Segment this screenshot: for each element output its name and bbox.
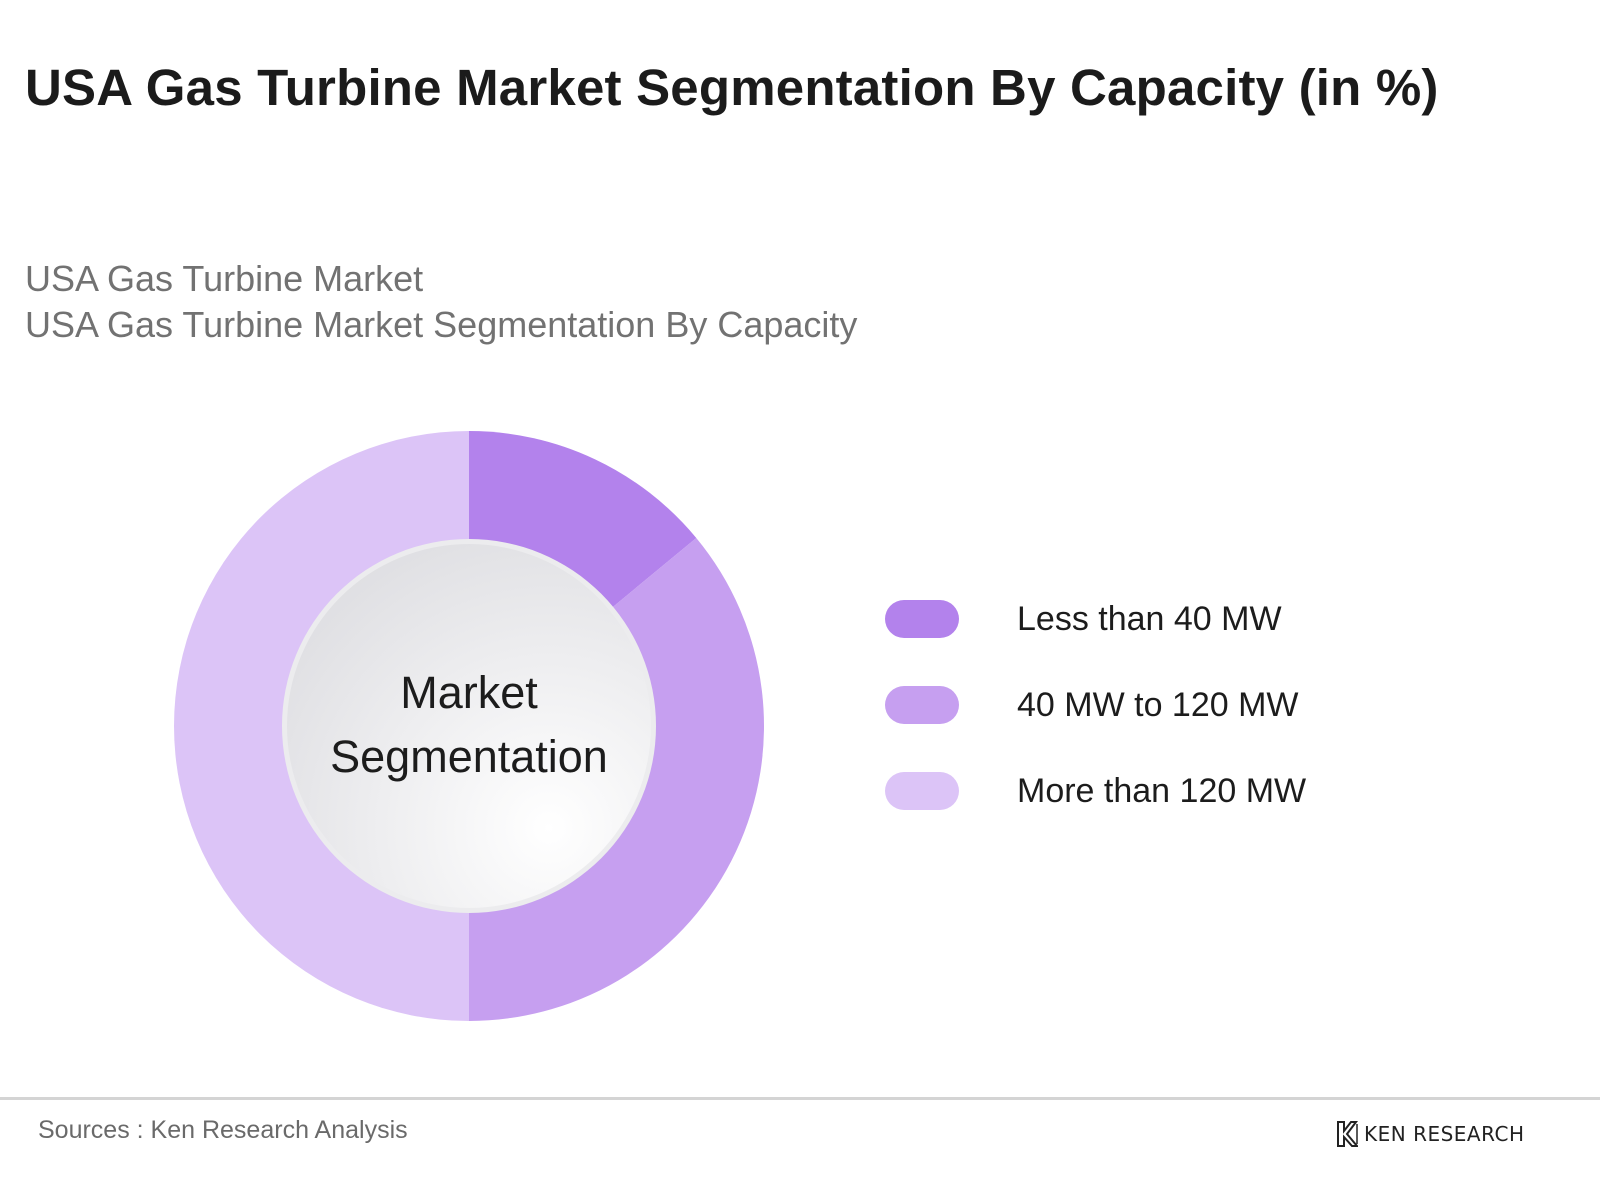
legend-label: Less than 40 MW — [1017, 600, 1282, 638]
legend-swatch — [885, 772, 959, 810]
chart-subtitle-line-2: USA Gas Turbine Market Segmentation By C… — [25, 304, 858, 345]
ken-research-logo-icon — [1337, 1121, 1358, 1147]
chart-title: USA Gas Turbine Market Segmentation By C… — [25, 59, 1439, 116]
ken-research-logo[interactable]: KEN RESEARCH — [1336, 1118, 1525, 1150]
legend-label: More than 120 MW — [1017, 772, 1307, 810]
legend-item-40-to-120mw[interactable]: 40 MW to 120 MW — [885, 686, 1365, 724]
source-note: Sources : Ken Research Analysis — [38, 1116, 408, 1144]
legend-swatch — [885, 686, 959, 724]
legend-label: 40 MW to 120 MW — [1017, 686, 1299, 724]
logo-text: KEN RESEARCH — [1364, 1122, 1525, 1146]
center-label-line-1: Market — [400, 667, 538, 718]
center-label-line-2: Segmentation — [330, 731, 608, 782]
chart-subtitle-line-1: USA Gas Turbine Market — [25, 258, 424, 299]
footer-divider — [0, 1097, 1600, 1100]
legend-item-more-than-120mw[interactable]: More than 120 MW — [885, 772, 1365, 810]
center-disc — [287, 544, 651, 908]
legend-item-less-than-40mw[interactable]: Less than 40 MW — [885, 600, 1365, 638]
legend-swatch — [885, 600, 959, 638]
